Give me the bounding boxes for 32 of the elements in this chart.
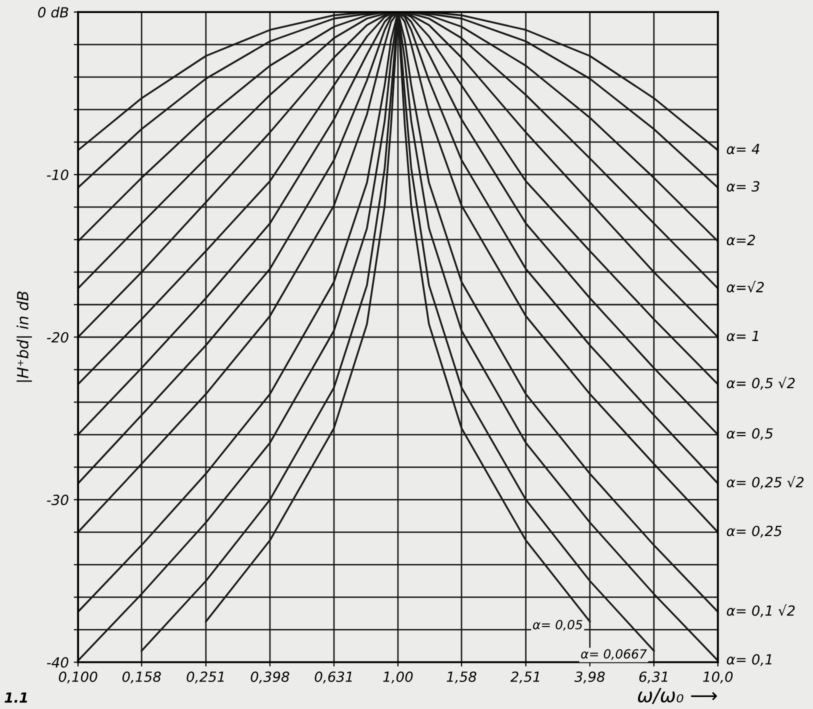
- x-tick-label: 10,0: [703, 671, 733, 684]
- series-label: α= 0,25 √2: [726, 476, 804, 489]
- series-label: α=√2: [726, 280, 764, 292]
- series-label: α= 0,05: [532, 620, 582, 631]
- y-tick-label: -40: [46, 657, 68, 668]
- text: 1.1: [4, 692, 28, 703]
- x-tick-label: 3,98: [574, 671, 605, 684]
- y-tick-label: -30: [46, 494, 68, 506]
- series-label: α= 0,25: [726, 526, 782, 538]
- x-tick-label: 0,158: [122, 671, 161, 684]
- x-tick-label: 2,51: [510, 671, 540, 684]
- y-tick-label: -10: [46, 170, 68, 180]
- x-tick-label: 0,251: [186, 671, 224, 684]
- x-tick-label: 1,00: [383, 671, 413, 684]
- y-tick-label: 0 dB: [38, 6, 68, 18]
- series-label: α= 0,5: [726, 428, 773, 440]
- series-label: α= 3: [726, 181, 760, 192]
- x-tick-label: 0,631: [314, 671, 352, 684]
- y-axis-title: |H⁺bd| in dB: [16, 292, 32, 382]
- x-tick-label: 0,398: [250, 671, 290, 684]
- series-label: α= 0,1: [726, 654, 772, 666]
- series-label: α= 4: [726, 144, 760, 154]
- x-tick-label: 1,58: [446, 671, 476, 684]
- series-label: α= 1: [726, 330, 758, 342]
- x-tick-label: 6,31: [639, 671, 668, 684]
- series-label: α= 0,0667: [581, 649, 647, 660]
- y-tick-label: -20: [46, 332, 68, 343]
- series-label: α= 0,5 √2: [726, 376, 795, 390]
- x-axis-title: ω/ω₀ ⟶: [638, 688, 717, 704]
- series-label: α=2: [726, 234, 755, 246]
- x-tick-label: 0,100: [58, 671, 98, 684]
- series-label: α= 0,1 √2: [726, 604, 795, 618]
